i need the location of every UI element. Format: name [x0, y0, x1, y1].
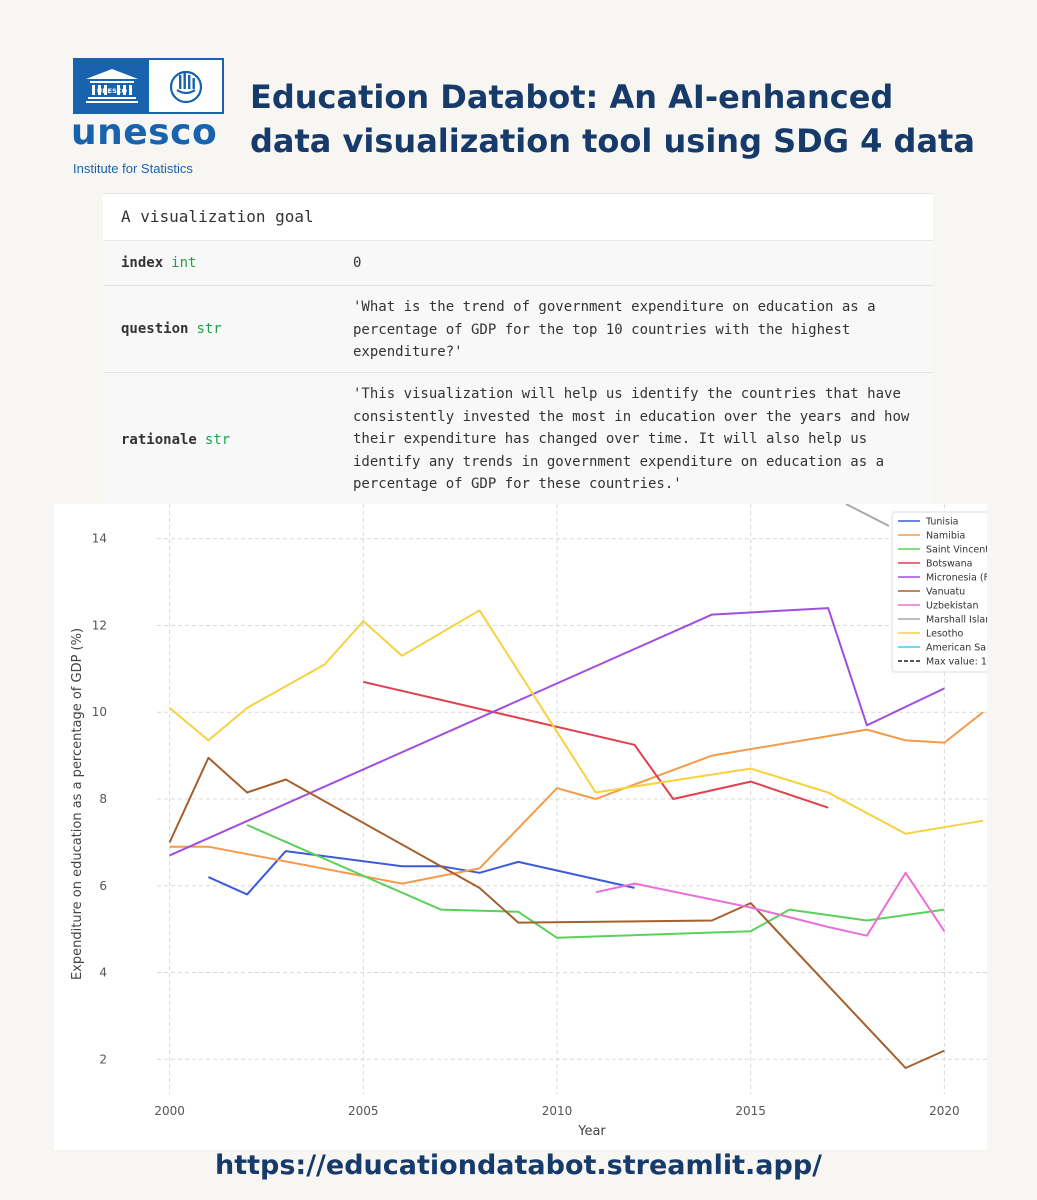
legend-label: Uzbekistan	[926, 601, 978, 612]
series-line-uzbekistan	[595, 871, 946, 937]
legend-box	[891, 511, 987, 673]
legend-label: Botswana	[926, 559, 972, 570]
y-tick-label: 14	[92, 532, 107, 546]
y-axis-label: Expenditure on education as a percentage…	[70, 628, 85, 980]
x-tick-label: 2015	[735, 1104, 766, 1118]
legend-label: Tunisia	[925, 517, 958, 528]
series-line-vanuatu	[168, 756, 945, 1069]
page-title: Education Databot: An AI-enhanced data v…	[250, 75, 1010, 163]
legend-label: Lesotho	[926, 629, 963, 640]
y-tick-label: 12	[92, 618, 107, 632]
chart-svg: 2000 2005 2010 2015 2020 2 4 6 8 10 12 14 Tunisia Na…	[70, 504, 987, 1139]
series-line-saint-vincent-and-the-grenadines	[246, 824, 945, 939]
app-url-link[interactable]: https://educationdatabot.streamlit.app/	[214, 1150, 823, 1181]
goal-heading: A visualization goal	[103, 194, 933, 241]
y-tick-label: 6	[99, 879, 107, 893]
field-name: question	[121, 321, 189, 337]
series-line-botswana	[363, 680, 829, 809]
field-name: index	[121, 255, 164, 271]
field-type: str	[204, 432, 231, 448]
legend-label: Marshall Islands	[926, 615, 987, 626]
series-line-micronesia-federated-states-of-	[169, 607, 945, 857]
unesco-logo: UNESCO	[73, 58, 224, 114]
legend-label: Vanuatu	[926, 587, 965, 598]
y-tick-label: 10	[92, 705, 107, 719]
x-tick-label: 2005	[348, 1104, 379, 1118]
field-value: 'This visualization will help us identif…	[353, 386, 918, 492]
goal-row-index: index int 0	[103, 241, 933, 286]
line-chart: 2000 2005 2010 2015 2020 2 4 6 8 10 12 14 Tunisia Na…	[54, 504, 987, 1150]
y-tick-label: 8	[99, 792, 107, 806]
field-value: 0	[353, 254, 362, 271]
field-type: str	[196, 321, 222, 337]
series-line-tunisia	[207, 850, 635, 896]
field-name: rationale	[121, 432, 197, 448]
goal-row-question: question str 'What is the trend of govern…	[103, 286, 933, 373]
x-axis-label: Year	[577, 1124, 606, 1139]
series-line-marshall-islands	[845, 504, 890, 527]
field-type: int	[171, 255, 197, 271]
legend-label: Namibia	[926, 531, 965, 542]
uis-icon	[149, 60, 222, 112]
x-tick-label: 2000	[154, 1104, 185, 1118]
goal-row-rationale: rationale str 'This visualization will he…	[103, 373, 933, 507]
goal-card: A visualization goal index int 0 question…	[103, 193, 933, 514]
logo-subtitle: Institute for Statistics	[73, 161, 193, 176]
series-line-namibia	[169, 711, 984, 885]
x-tick-label: 2020	[929, 1104, 960, 1118]
title-line-2: data visualization tool using SDG 4 data	[250, 122, 975, 160]
field-value: 'What is the trend of government expendi…	[353, 299, 885, 360]
legend-label: Saint Vincent and the Grenadines	[926, 545, 987, 556]
legend-label: Max value: 14.0	[926, 657, 987, 668]
logo-wordmark: unesco	[71, 112, 218, 153]
legend-label: Micronesia (Federated States of)	[926, 573, 987, 584]
x-tick-label: 2010	[542, 1104, 573, 1118]
legend-label: American Samoa	[926, 643, 987, 654]
unesco-temple-emblem: UNESCO	[75, 60, 149, 112]
series-line-lesotho	[168, 609, 984, 835]
title-line-1: Education Databot: An AI-enhanced	[250, 78, 894, 116]
emblem-text: UNESCO	[97, 87, 128, 95]
y-tick-label: 2	[99, 1052, 107, 1066]
y-tick-label: 4	[99, 966, 107, 980]
